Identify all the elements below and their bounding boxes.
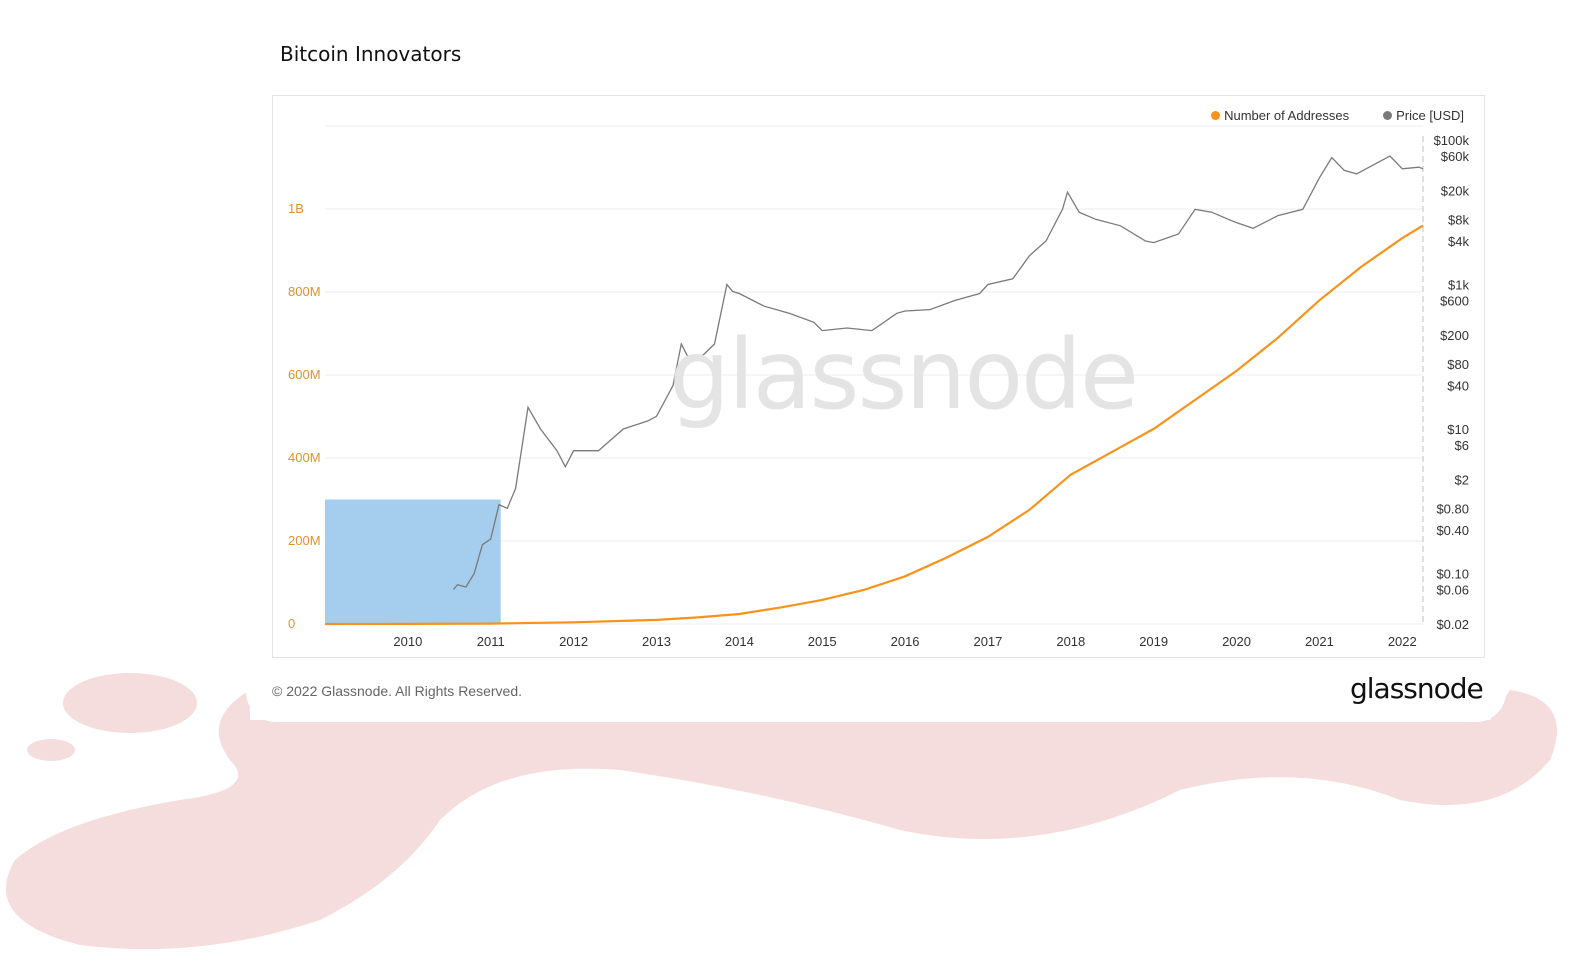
left-axis-tick-label: 0 (288, 616, 295, 631)
legend-item-addresses[interactable]: Number of Addresses (1211, 108, 1349, 123)
chart-frame: 0 200M 400M 600M 800M 1B $100k $60k $20k $8k $4k $1… (272, 95, 1485, 658)
series-line-addresses (324, 224, 1424, 626)
x-axis-tick-label: 2013 (642, 634, 671, 649)
legend: Number of Addresses Price [USD] (1211, 108, 1464, 123)
x-axis-tick-label: 2017 (973, 634, 1002, 649)
x-axis-tick-label: 2015 (808, 634, 837, 649)
x-axis-tick-label: 2021 (1305, 634, 1334, 649)
right-axis-tick-label: $40 (1447, 379, 1469, 394)
highlight-region (325, 499, 501, 624)
left-axis-tick-label: 1B (288, 201, 304, 216)
right-axis-tick-label: $80 (1447, 357, 1469, 372)
copyright: © 2022 Glassnode. All Rights Reserved. (272, 683, 523, 699)
blob-bubble-small (27, 739, 75, 761)
right-axis-tick-label: $60k (1441, 149, 1470, 164)
legend-item-price[interactable]: Price [USD] (1383, 108, 1464, 123)
legend-dot-price (1383, 111, 1393, 120)
x-axis-tick-label: 2019 (1139, 634, 1168, 649)
right-axis-tick-label: $8k (1448, 212, 1469, 227)
blob-bubble (63, 673, 197, 733)
right-axis-tick-label: $6 (1455, 438, 1469, 453)
footer-card (246, 660, 1506, 722)
right-axis-tick-label: $0.40 (1436, 523, 1469, 538)
chart-svg: 0 200M 400M 600M 800M 1B $100k$60k $20k $8k $4k $1… (288, 125, 1470, 649)
left-axis-tick-label: 200M (288, 533, 321, 548)
x-axis-tick-label: 2022 (1388, 634, 1417, 649)
page-title: Bitcoin Innovators (280, 42, 462, 66)
x-axis-tick-label: 2014 (725, 634, 754, 649)
legend-dot-addresses (1211, 111, 1221, 120)
right-axis-tick-label: $20k (1441, 184, 1470, 199)
right-axis-tick-label: $0.80 (1436, 501, 1469, 516)
left-axis-tick-label: 600M (288, 367, 321, 382)
x-axis-tick-label: 2018 (1056, 634, 1085, 649)
right-axis-tick-label: $200 (1440, 328, 1469, 343)
right-axis-tick-label: $0.06 (1436, 583, 1469, 598)
left-axis-tick-label: 800M (288, 284, 321, 299)
series-line-price (452, 155, 1424, 590)
legend-label-price: Price [USD] (1396, 108, 1464, 123)
right-axis-tick-label: $0.10 (1436, 566, 1469, 581)
right-axis-tick-label: $0.02 (1436, 617, 1469, 632)
right-axis-tick-label: $100k (1434, 133, 1470, 148)
left-axis-tick-label: 400M (288, 450, 321, 465)
legend-label-addresses: Number of Addresses (1224, 108, 1350, 123)
brand-logo: glassnode (1350, 672, 1484, 705)
blob-shape (5, 690, 1557, 950)
x-axis-tick-label: 2010 (393, 634, 422, 649)
right-axis-tick-label: $600 (1440, 294, 1469, 309)
right-axis-tick-label: $10 (1447, 422, 1469, 437)
right-axis-tick-label: $1k (1448, 277, 1469, 292)
right-axis-tick-label: $4k (1448, 234, 1469, 249)
x-axis-tick-label: 2011 (477, 634, 505, 649)
x-axis-tick-label: 2016 (891, 634, 920, 649)
right-axis-tick-label: $2 (1455, 473, 1469, 488)
x-axis-tick-label: 2012 (559, 634, 588, 649)
x-axis-tick-label: 2020 (1222, 634, 1251, 649)
